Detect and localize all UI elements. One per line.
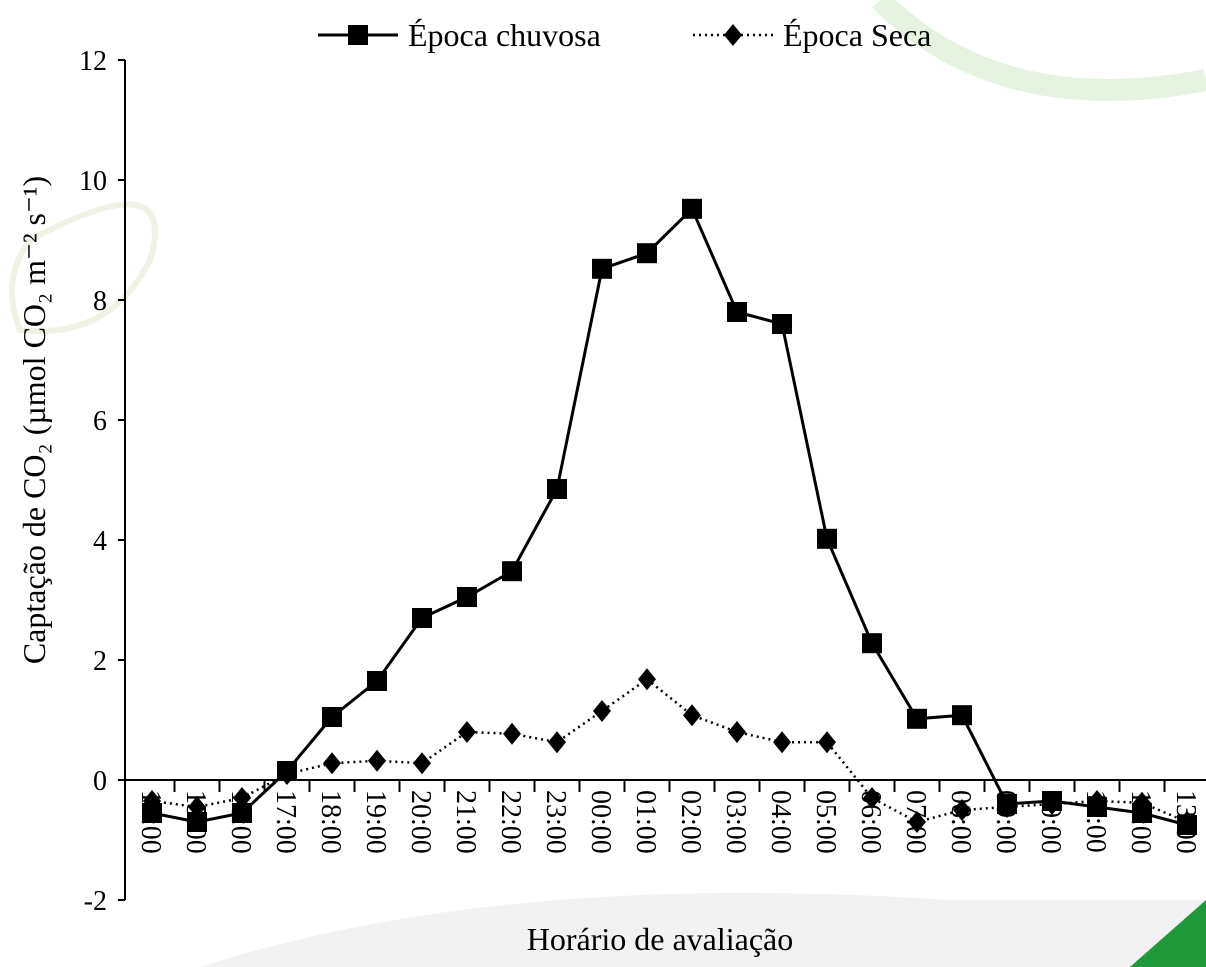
x-tick-label: 23:00 xyxy=(540,790,571,854)
x-tick-label: 01:00 xyxy=(630,790,661,854)
marker-diamond xyxy=(413,752,431,774)
y-tick-label: 8 xyxy=(93,286,107,317)
y-tick-label: 6 xyxy=(93,406,107,437)
marker-square xyxy=(322,707,342,727)
marker-diamond xyxy=(638,668,656,690)
x-axis-title: Horário de avaliação xyxy=(527,921,794,957)
chart: Horário de avaliação Captação de CO₂ (µm… xyxy=(0,0,1206,967)
marker-diamond xyxy=(818,731,836,753)
x-tick-label: 19:00 xyxy=(360,790,391,854)
marker-square xyxy=(817,529,837,549)
legend-label: Época chuvosa xyxy=(408,17,601,53)
y-tick-label: 10 xyxy=(79,166,107,197)
marker-square xyxy=(907,709,927,729)
marker-diamond xyxy=(593,700,611,722)
marker-square xyxy=(547,479,567,499)
y-tick-label: 12 xyxy=(79,46,107,77)
marker-square xyxy=(348,25,368,45)
x-tick-label: 05:00 xyxy=(810,790,841,854)
marker-diamond xyxy=(323,752,341,774)
x-tick-label: 18:00 xyxy=(315,790,346,854)
marker-square xyxy=(952,705,972,725)
y-tick-label: 2 xyxy=(93,646,107,677)
x-tick-label: 22:00 xyxy=(495,790,526,854)
marker-diamond xyxy=(368,750,386,772)
marker-square xyxy=(727,302,747,322)
x-tick-label: 00:00 xyxy=(585,790,616,854)
series-line xyxy=(152,679,1187,822)
marker-square xyxy=(592,259,612,279)
x-tick-label: 04:00 xyxy=(765,790,796,854)
marker-diamond xyxy=(458,721,476,743)
marker-square xyxy=(367,671,387,691)
y-axis-title: Captação de CO₂ (µmol CO₂ m⁻² s⁻¹) xyxy=(16,176,52,664)
series-line xyxy=(152,209,1187,825)
x-tick-label: 03:00 xyxy=(720,790,751,854)
marker-square xyxy=(457,587,477,607)
marker-square xyxy=(412,608,432,628)
x-tick-label: 17:00 xyxy=(270,790,301,854)
marker-diamond xyxy=(728,721,746,743)
marker-diamond xyxy=(548,731,566,753)
marker-square xyxy=(637,243,657,263)
y-tick-label: 4 xyxy=(93,526,107,557)
marker-diamond xyxy=(724,24,742,46)
x-tick-label: 08:00 xyxy=(945,790,976,854)
x-tick-label: 20:00 xyxy=(405,790,436,854)
x-tick-label: 02:00 xyxy=(675,790,706,854)
marker-square xyxy=(682,199,702,219)
marker-diamond xyxy=(683,704,701,726)
marker-square xyxy=(772,314,792,334)
marker-diamond xyxy=(503,723,521,745)
marker-diamond xyxy=(773,731,791,753)
y-tick-label: 0 xyxy=(93,766,107,797)
legend-label: Época Seca xyxy=(783,17,931,53)
marker-square xyxy=(862,633,882,653)
marker-square xyxy=(502,561,522,581)
x-tick-label: 21:00 xyxy=(450,790,481,854)
y-tick-label: -2 xyxy=(84,886,107,917)
